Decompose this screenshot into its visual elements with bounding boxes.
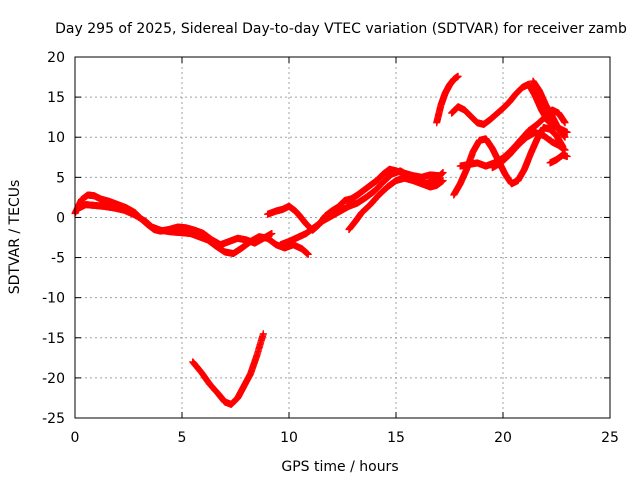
data-point (268, 229, 276, 237)
x-tick-label: 15 (387, 430, 405, 446)
data-point (561, 119, 569, 127)
series-track-6 (345, 174, 447, 233)
series-track-1 (71, 191, 276, 249)
data-points (71, 72, 571, 408)
x-axis-label: GPS time / hours (281, 459, 398, 475)
x-tick-label: 10 (280, 430, 298, 446)
series-track-8 (448, 80, 571, 136)
data-point (563, 152, 571, 160)
x-tick-label: 0 (71, 430, 80, 446)
chart-title: Day 295 of 2025, Sidereal Day-to-day VTE… (55, 21, 627, 37)
series-track-7 (433, 72, 462, 127)
series-track-5 (276, 167, 447, 249)
data-point (561, 133, 569, 141)
x-tick-label: 25 (601, 430, 619, 446)
y-axis-label: SDTVAR / TECUs (7, 180, 23, 295)
series-track-12 (529, 77, 569, 141)
data-point (259, 330, 267, 338)
series-track-13 (546, 151, 571, 167)
y-tick-label: -5 (51, 251, 65, 267)
data-point (439, 177, 447, 185)
axis-ticks (74, 56, 611, 419)
data-point (439, 169, 447, 177)
y-tick-label: -15 (42, 331, 65, 347)
y-tick-label: 0 (56, 210, 65, 226)
gridlines (75, 57, 610, 418)
tick-labels: 0 5 10 15 20 25 -25 -20 -15 -10 -5 0 5 10 15 20 (42, 50, 619, 446)
x-tick-label: 20 (494, 430, 512, 446)
data-point (454, 72, 462, 80)
series-track-3 (189, 330, 267, 408)
y-tick-label: 5 (56, 170, 65, 186)
x-tick-label: 5 (178, 430, 187, 446)
y-tick-label: -20 (42, 371, 65, 387)
y-tick-label: -25 (42, 411, 65, 427)
y-tick-label: 10 (47, 130, 65, 146)
y-tick-label: 20 (47, 50, 65, 66)
series-track-11 (488, 128, 569, 172)
plot-frame (74, 56, 611, 419)
y-tick-label: 15 (47, 90, 65, 106)
y-tick-label: -10 (42, 291, 65, 307)
data-point (304, 250, 312, 258)
